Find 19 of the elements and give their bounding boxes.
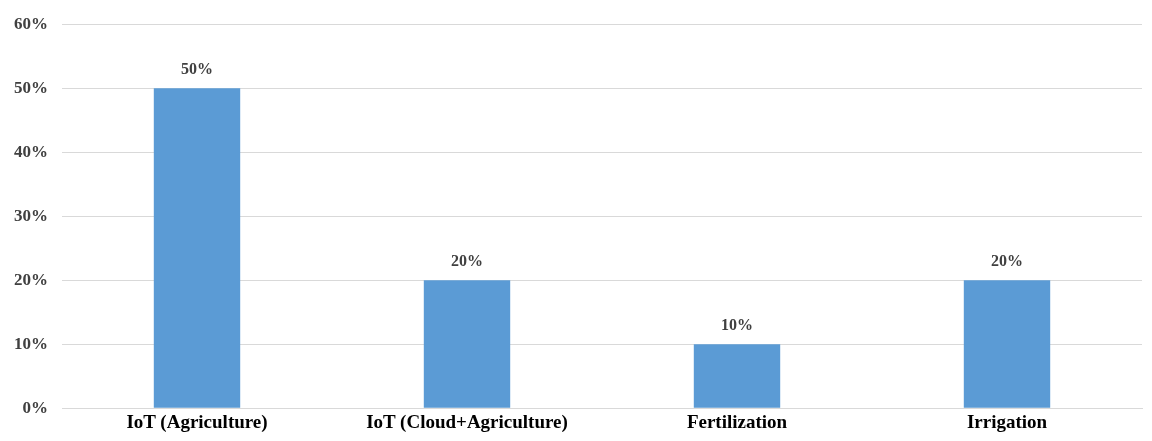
data-label: 20% <box>991 252 1023 270</box>
x-tick-label: Fertilization <box>686 410 788 432</box>
y-tick-label: 40% <box>14 141 48 161</box>
y-tick-label: 30% <box>14 205 48 225</box>
bar <box>963 280 1051 408</box>
data-label: 10% <box>721 316 753 334</box>
y-tick-label: 10% <box>14 333 48 353</box>
y-tick-label: 60% <box>14 13 48 33</box>
y-tick-label: 50% <box>14 77 48 97</box>
data-label: 50% <box>181 60 213 78</box>
x-tick-label: Irrigation <box>966 410 1048 432</box>
bar <box>423 280 511 408</box>
y-tick-label: 0% <box>22 397 48 417</box>
data-label: 20% <box>451 252 483 270</box>
x-tick-label: IoT (Cloud+Agriculture) <box>366 410 568 433</box>
bar <box>153 88 241 408</box>
bar <box>693 344 781 408</box>
y-tick-label: 20% <box>14 269 48 289</box>
x-tick-label: IoT (Agriculture) <box>126 410 268 433</box>
